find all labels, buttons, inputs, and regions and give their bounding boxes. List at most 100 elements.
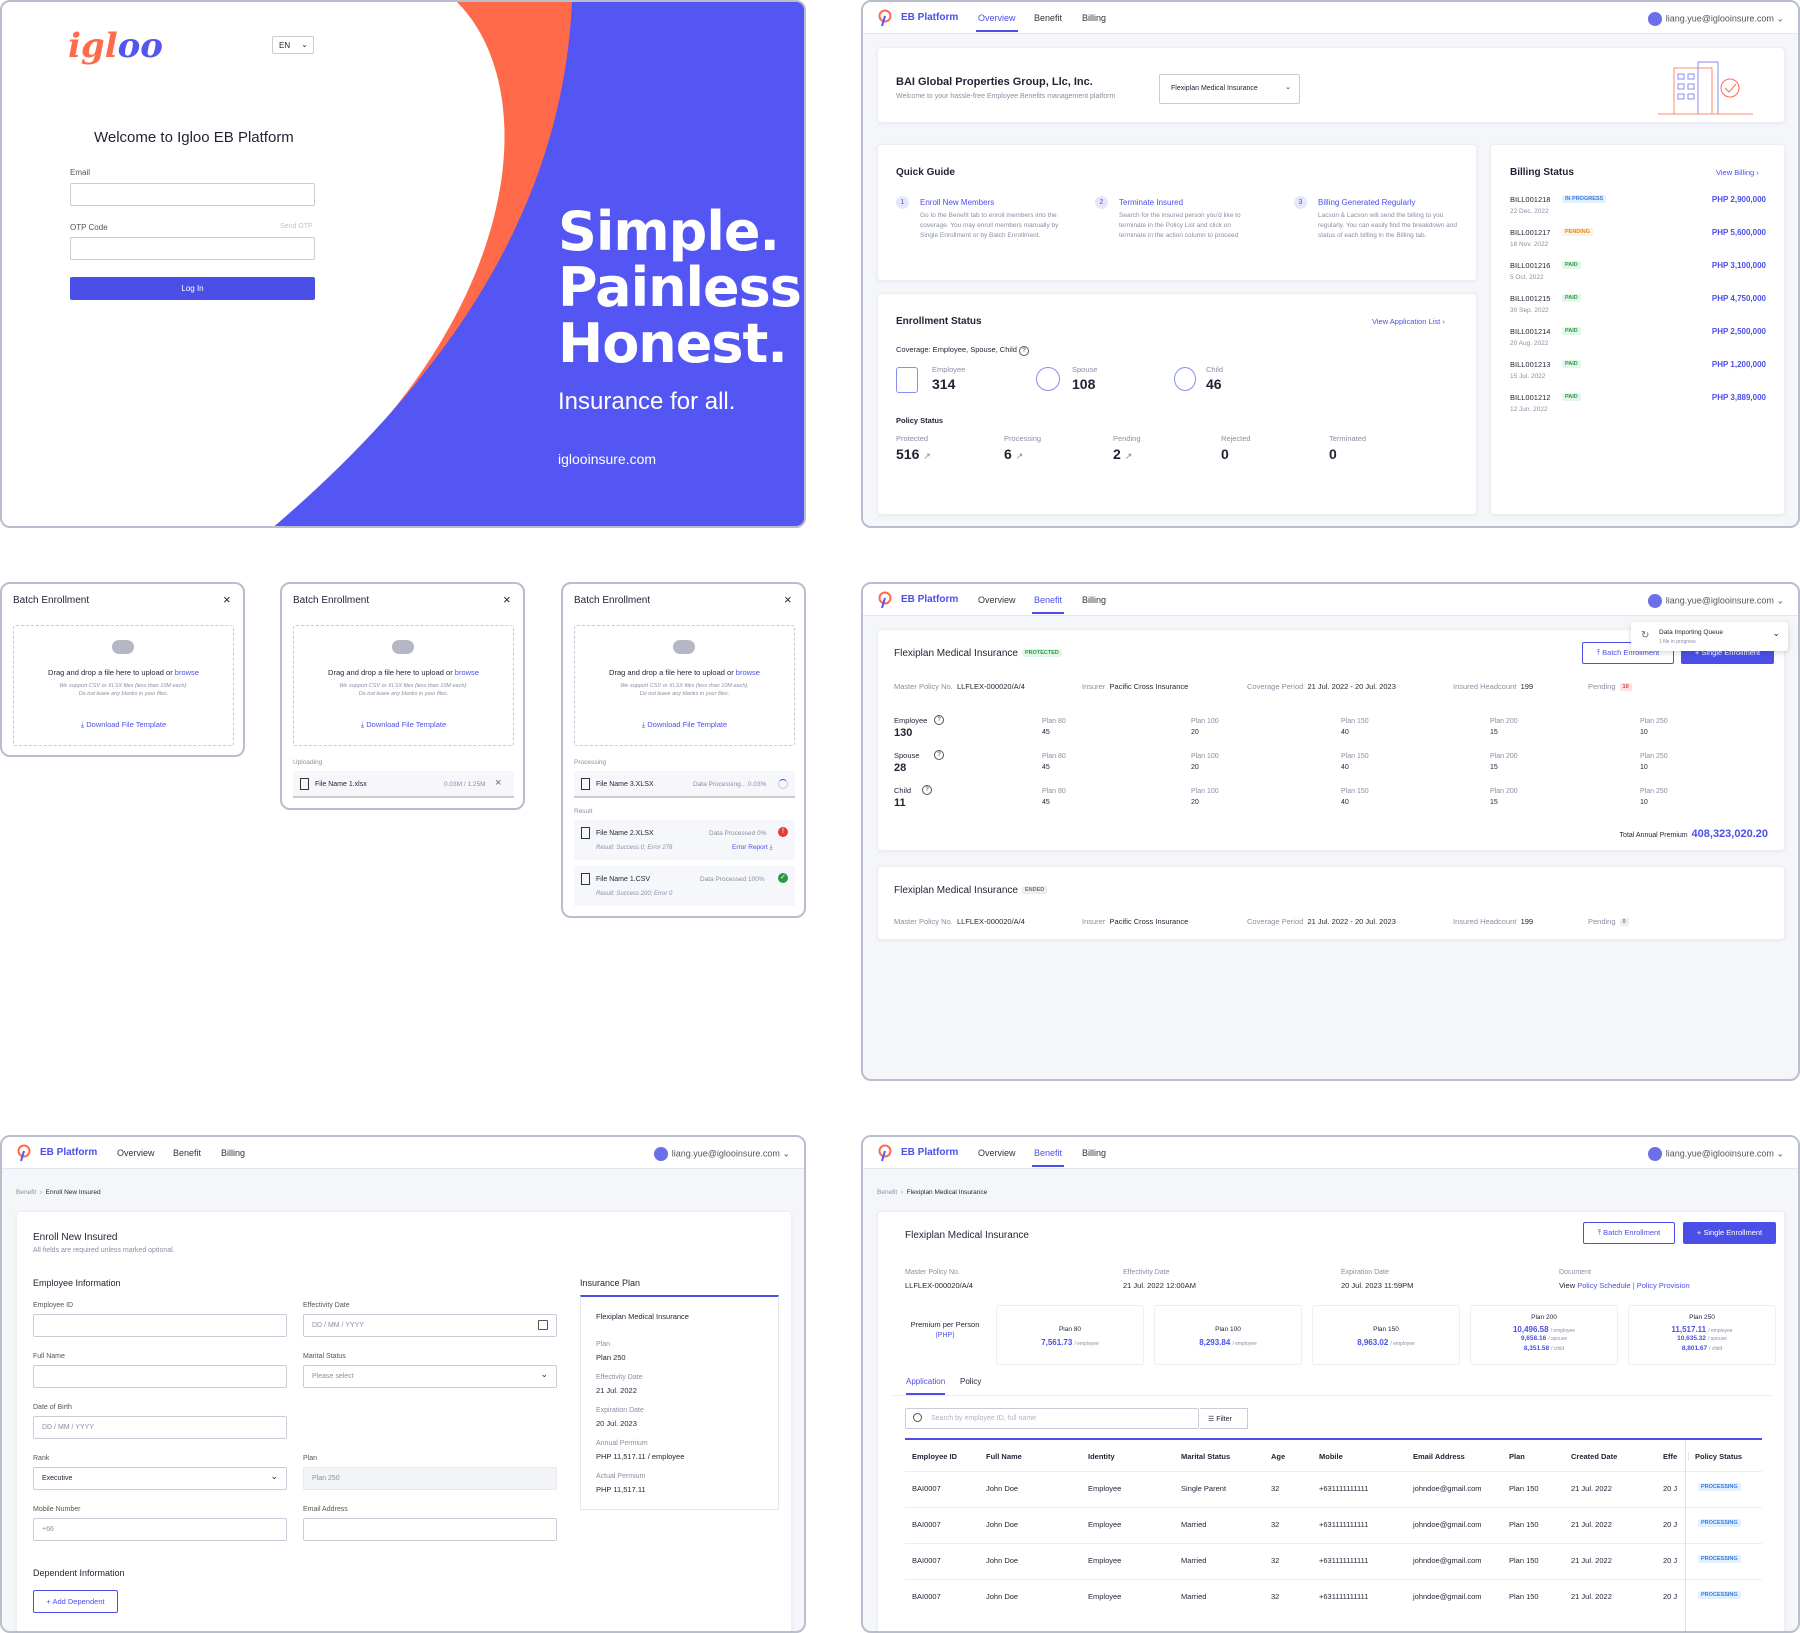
bill-row[interactable]: BILL001215 PAID 30 Sep. 2022 PHP 4,750,000 xyxy=(1510,294,1766,322)
single-enrollment-button[interactable]: + Single Enrollment xyxy=(1683,1222,1776,1244)
column-header[interactable]: Age xyxy=(1271,1452,1286,1461)
document-label: Document xyxy=(1559,1269,1591,1276)
rank-select[interactable]: Executive ⌄ xyxy=(33,1467,287,1490)
tab-overview[interactable]: Overview xyxy=(978,595,1016,605)
bill-row[interactable]: BILL001217 PENDING 18 Nov. 2022 PHP 5,600,0… xyxy=(1510,228,1766,256)
help-icon: ? xyxy=(1019,346,1029,356)
step-title[interactable]: Enroll New Members xyxy=(920,198,995,207)
breadcrumb-benefit[interactable]: Benefit xyxy=(877,1189,898,1196)
bill-row[interactable]: BILL001213 PAID 15 Jul. 2022 PHP 1,200,000 xyxy=(1510,360,1766,388)
bill-id: BILL001217 xyxy=(1510,228,1551,237)
plan-name: Plan 100 xyxy=(1191,718,1219,725)
tab-policy[interactable]: Policy xyxy=(960,1377,982,1386)
bill-row[interactable]: BILL001218 IN PROGRESS 22 Dec. 2022 PHP 2,9… xyxy=(1510,195,1766,223)
bill-date: 18 Nov. 2022 xyxy=(1510,241,1549,248)
status-pending[interactable]: Pending 2 ↗ xyxy=(1113,434,1141,462)
tab-benefit[interactable]: Benefit xyxy=(1031,595,1065,614)
policy-provision-link[interactable]: Policy Provision xyxy=(1636,1281,1690,1290)
browse-link[interactable]: browse xyxy=(454,668,479,677)
table-cell: 20 J xyxy=(1663,1520,1678,1529)
bill-row[interactable]: BILL001216 PAID 5 Oct. 2022 PHP 3,100,000 xyxy=(1510,261,1766,289)
error-report-link[interactable]: Error Report ⤓ xyxy=(732,844,772,852)
column-header[interactable]: Full Name xyxy=(986,1452,1022,1461)
user-menu[interactable]: liang.yue@iglooinsure.com ⌄ xyxy=(1647,1147,1784,1161)
dob-field[interactable]: DD / MM / YYYY xyxy=(33,1416,287,1439)
full-name-field[interactable] xyxy=(33,1365,287,1388)
batch-enrollment-button[interactable]: ⤒ Batch Enrollment xyxy=(1583,1222,1675,1244)
download-template-button[interactable]: ⤓ Download File Template xyxy=(14,720,233,730)
user-menu[interactable]: liang.yue@iglooinsure.com ⌄ xyxy=(653,1147,790,1161)
policy-schedule-link[interactable]: Policy Schedule xyxy=(1577,1281,1631,1290)
column-header[interactable]: Plan xyxy=(1509,1452,1525,1461)
search-input[interactable]: Search by employee ID, full name xyxy=(905,1408,1199,1429)
column-header[interactable]: Created Date xyxy=(1571,1452,1618,1461)
column-header[interactable]: Mobile xyxy=(1319,1452,1343,1461)
view-application-link[interactable]: View Application List › xyxy=(1372,317,1445,326)
tab-benefit[interactable]: Benefit xyxy=(1031,1148,1065,1167)
tab-application[interactable]: Application xyxy=(906,1377,946,1395)
tab-billing[interactable]: Billing xyxy=(221,1148,246,1158)
login-button[interactable]: Log In xyxy=(70,277,315,300)
browse-link[interactable]: browse xyxy=(174,668,199,677)
step-title[interactable]: Billing Generated Regularly xyxy=(1318,198,1416,207)
pending-count[interactable]: Pending 10 xyxy=(1588,682,1632,692)
mobile-field[interactable]: +66 xyxy=(33,1518,287,1541)
close-icon[interactable]: × xyxy=(784,592,792,607)
download-template-button[interactable]: ⤓ Download File Template xyxy=(294,720,513,730)
status-protected[interactable]: Protected 516 ↗ xyxy=(896,434,931,462)
benefit-screen: EB Platform Overview Benefit Billing lia… xyxy=(861,582,1800,1081)
column-header[interactable]: Effe xyxy=(1663,1452,1678,1461)
file-dropzone[interactable]: Drag and drop a file here to upload or b… xyxy=(13,625,234,746)
tab-benefit[interactable]: Benefit xyxy=(1034,13,1063,23)
user-menu[interactable]: liang.yue@iglooinsure.com ⌄ xyxy=(1647,12,1784,26)
column-header[interactable]: Marital Status xyxy=(1181,1452,1231,1461)
cancel-upload-icon[interactable]: × xyxy=(495,777,502,789)
view-billing-link[interactable]: View Billing › xyxy=(1716,168,1759,177)
insurance-plan-title: Insurance Plan xyxy=(580,1278,641,1288)
bill-row[interactable]: BILL001212 PAID 12 Jun. 2022 PHP 3,889,000 xyxy=(1510,393,1766,421)
email-field[interactable] xyxy=(303,1518,557,1541)
filter-button[interactable]: ☰ Filter xyxy=(1200,1408,1248,1429)
uploading-label: Uploading xyxy=(293,759,323,766)
dialog-title: Batch Enrollment xyxy=(13,595,90,606)
add-dependent-button[interactable]: + Add Dependent xyxy=(33,1590,118,1613)
tab-billing[interactable]: Billing xyxy=(1082,1148,1107,1158)
tab-overview[interactable]: Overview xyxy=(978,1148,1016,1158)
close-icon[interactable]: × xyxy=(223,592,231,607)
tab-overview[interactable]: Overview xyxy=(117,1148,155,1158)
file-dropzone[interactable]: Drag and drop a file here to upload or b… xyxy=(574,625,795,746)
column-header[interactable]: Identity xyxy=(1088,1452,1115,1461)
column-header[interactable]: Employee ID xyxy=(912,1452,958,1461)
marital-status-select[interactable]: Please select ⌄ xyxy=(303,1365,557,1388)
file-dropzone[interactable]: Drag and drop a file here to upload or b… xyxy=(293,625,514,746)
tab-overview[interactable]: Overview xyxy=(976,13,1018,32)
download-template-button[interactable]: ⤓ Download File Template xyxy=(575,720,794,730)
hint-2: Do not leave any blanks in your files. xyxy=(78,691,169,697)
employee-id-field[interactable] xyxy=(33,1314,287,1337)
tab-billing[interactable]: Billing xyxy=(1082,13,1107,23)
insurer: Insurer Pacific Cross Insurance xyxy=(1082,682,1188,691)
language-select[interactable]: EN ⌄ xyxy=(272,36,314,54)
plan-name: Plan 150 xyxy=(1341,788,1369,795)
effectivity-date-field[interactable]: DD / MM / YYYY xyxy=(303,1314,557,1337)
status-processing[interactable]: Processing 6 ↗ xyxy=(1004,434,1041,462)
tab-benefit[interactable]: Benefit xyxy=(173,1148,202,1158)
policy-status-label: Policy Status xyxy=(896,416,944,425)
table-cell: Married xyxy=(1181,1520,1207,1529)
bill-row[interactable]: BILL001214 PAID 20 Aug. 2022 PHP 2,500,000 xyxy=(1510,327,1766,355)
tab-billing[interactable]: Billing xyxy=(1082,595,1107,605)
user-menu[interactable]: liang.yue@iglooinsure.com ⌄ xyxy=(1647,594,1784,608)
file-icon xyxy=(581,827,590,839)
column-header[interactable]: Email Address xyxy=(1413,1452,1465,1461)
help-icon: ? xyxy=(934,750,944,760)
send-otp-link[interactable]: Send OTP xyxy=(280,223,313,230)
close-icon[interactable]: × xyxy=(503,592,511,607)
otp-field[interactable] xyxy=(70,237,315,260)
email-field[interactable] xyxy=(70,183,315,206)
step-title[interactable]: Terminate Insured xyxy=(1119,198,1184,207)
import-queue-popover[interactable]: ↻ Data Importing Queue 1 file in progres… xyxy=(1631,622,1788,651)
browse-link[interactable]: browse xyxy=(735,668,760,677)
pending-count[interactable]: Pending 0 xyxy=(1588,917,1629,927)
breadcrumb-benefit[interactable]: Benefit xyxy=(16,1189,37,1196)
product-select[interactable]: Flexiplan Medical Insurance ⌄ xyxy=(1159,74,1300,104)
